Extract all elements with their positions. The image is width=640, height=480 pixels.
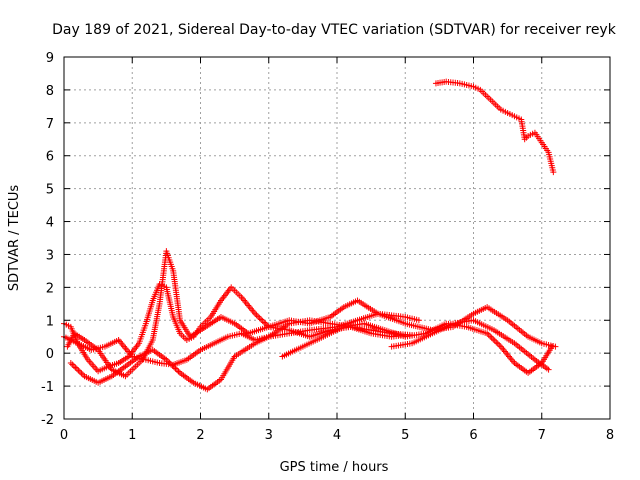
plot-frame: [63, 56, 611, 420]
y-tick-label: -2: [41, 413, 54, 428]
x-tick-label: 4: [333, 428, 341, 443]
series-arc-6: [388, 317, 552, 373]
x-tick-label: 8: [606, 428, 614, 443]
y-tick-label: 7: [46, 117, 54, 132]
data-points: [61, 78, 559, 393]
y-tick-label: 9: [46, 51, 54, 66]
data-point: [550, 169, 557, 176]
data-point: [415, 317, 422, 324]
tick-labels: 0 1 2 3 4 5 6 7 8 -2 -1 0 1 2 3 4 5 6 7 8 9: [41, 51, 614, 443]
x-axis-label: GPS time / hours: [280, 460, 389, 475]
x-tick-label: 6: [469, 428, 477, 443]
x-tick-label: 5: [401, 428, 409, 443]
grid-lines: [64, 57, 610, 419]
data-point: [548, 343, 555, 350]
x-tick-label: 0: [60, 428, 68, 443]
y-axis-label: SDTVAR / TECUs: [7, 185, 22, 292]
series-arc-3: [67, 310, 422, 393]
y-tick-label: 3: [46, 248, 54, 263]
series-arc-7: [432, 78, 557, 176]
y-tick-label: 1: [46, 314, 54, 329]
y-tick-label: 8: [46, 84, 54, 99]
x-tick-label: 2: [196, 428, 204, 443]
data-point: [545, 366, 552, 373]
x-tick-label: 1: [128, 428, 136, 443]
y-tick-label: -1: [41, 380, 54, 395]
y-tick-label: 6: [46, 150, 54, 165]
y-tick-label: 5: [46, 183, 54, 198]
y-tick-label: 0: [46, 347, 54, 362]
y-tick-label: 4: [46, 216, 54, 231]
x-tick-label: 7: [538, 428, 546, 443]
x-tick-label: 3: [265, 428, 273, 443]
chart-title: Day 189 of 2021, Sidereal Day-to-day VTE…: [52, 22, 617, 38]
y-tick-label: 2: [46, 281, 54, 296]
